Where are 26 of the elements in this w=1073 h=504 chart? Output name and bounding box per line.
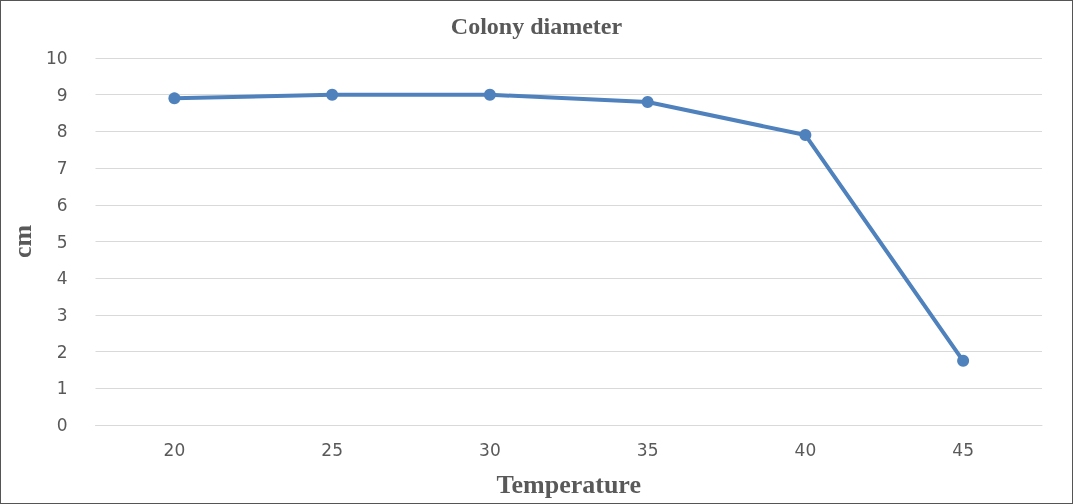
point	[799, 129, 812, 142]
x-tick-label: 35	[636, 439, 659, 460]
y-tick-label: 3	[56, 304, 68, 325]
point	[168, 92, 181, 105]
point	[326, 88, 339, 101]
x-axis-title: Temperature	[496, 469, 641, 499]
x-tick-label: 45	[952, 439, 974, 460]
y-tick-label: 6	[56, 194, 68, 215]
y-tick-label: 0	[56, 415, 68, 435]
x-tick-label: 25	[321, 439, 343, 460]
point	[957, 354, 970, 367]
y-tick-label: 2	[56, 341, 68, 362]
y-tick-label: 7	[56, 158, 68, 179]
chart-title: Colony diameter	[450, 13, 623, 39]
point	[641, 96, 654, 109]
y-tick-label: 5	[56, 231, 68, 252]
x-tick-label: 30	[479, 439, 501, 460]
y-axis-title: cm	[7, 224, 37, 259]
y-tick-label: 9	[56, 84, 68, 105]
y-tick-label: 1	[56, 378, 68, 399]
y-tick-label: 10	[45, 48, 68, 68]
x-tick-label: 20	[163, 439, 186, 460]
point	[483, 88, 496, 101]
y-tick-label: 4	[56, 268, 68, 289]
x-tick-label: 40	[794, 439, 817, 460]
y-tick-label: 8	[56, 121, 68, 142]
